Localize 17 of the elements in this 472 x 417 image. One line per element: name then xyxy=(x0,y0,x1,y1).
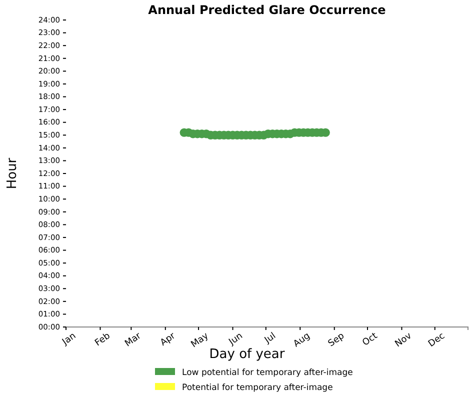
chart-title: Annual Predicted Glare Occurrence xyxy=(148,3,386,17)
x-tick-label: May xyxy=(190,330,212,350)
x-tick-label: Aug xyxy=(292,331,312,350)
x-tick-label: Sep xyxy=(326,331,347,350)
x-tick-label: Feb xyxy=(93,331,112,349)
x-tick-label: Jun xyxy=(226,331,245,348)
y-axis-title: Hour xyxy=(5,157,20,190)
x-tick-label: Oct xyxy=(361,331,380,348)
x-tick-label: Nov xyxy=(394,330,414,350)
x-tick-label: Apr xyxy=(158,331,178,348)
x-tick-label: Dec xyxy=(426,331,447,350)
legend-label: Low potential for temporary after-image xyxy=(182,368,353,378)
x-axis-title: Day of year xyxy=(209,347,286,362)
x-tick-label: Jul xyxy=(262,331,278,346)
legend-label: Potential for temporary after-image xyxy=(182,383,333,393)
x-tick-label: Mar xyxy=(124,331,144,350)
x-tick-label: Jan xyxy=(60,331,78,348)
